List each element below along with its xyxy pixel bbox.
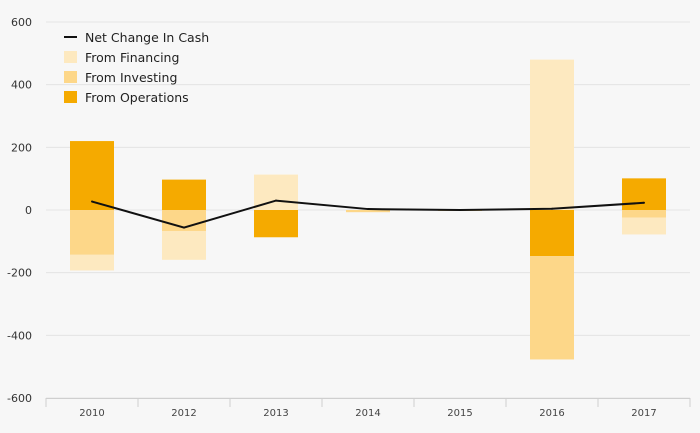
legend-item-net-change[interactable]: Net Change In Cash (64, 27, 209, 47)
bar-from-operations (530, 210, 574, 257)
bar-from-operations (70, 141, 114, 210)
bar-from-financing (162, 230, 206, 260)
legend-swatch-operations (64, 91, 77, 103)
bar-from-financing (530, 59, 574, 210)
legend-item-investing[interactable]: From Investing (64, 67, 209, 87)
y-tick-label: 600 (11, 16, 32, 29)
x-tick-label: 2012 (171, 408, 196, 419)
legend-item-operations[interactable]: From Operations (64, 87, 209, 107)
y-tick-label: 200 (11, 141, 32, 154)
y-tick-label: -400 (7, 329, 32, 342)
y-tick-label: 400 (11, 79, 32, 92)
legend-label-net-change: Net Change In Cash (85, 29, 210, 45)
legend-swatch-financing (64, 51, 77, 63)
x-tick-label: 2017 (631, 408, 656, 419)
net-change-point (459, 209, 461, 211)
x-tick-label: 2014 (355, 408, 380, 419)
legend-line-swatch (64, 36, 77, 38)
net-change-point (275, 199, 277, 202)
bar-from-operations (254, 210, 298, 238)
x-tick-label: 2016 (539, 408, 564, 419)
chart-legend: Net Change In Cash From Financing From I… (64, 27, 209, 107)
net-change-point (183, 226, 185, 229)
legend-label-investing: From Investing (85, 69, 178, 85)
y-tick-label: 0 (25, 204, 32, 217)
net-change-point (643, 201, 645, 204)
y-tick-label: -600 (7, 392, 32, 405)
bar-from-investing (70, 210, 114, 255)
bar-from-investing (622, 210, 666, 218)
legend-label-operations: From Operations (85, 89, 189, 105)
net-change-point (91, 200, 93, 203)
net-change-point (367, 208, 369, 211)
x-tick-label: 2013 (263, 408, 288, 419)
x-tick-label: 2010 (79, 408, 104, 419)
bar-from-operations (162, 179, 206, 210)
x-tick-label: 2015 (447, 408, 472, 419)
bar-from-operations (622, 178, 666, 210)
net-change-point (551, 207, 553, 210)
bar-from-investing (530, 256, 574, 360)
legend-label-financing: From Financing (85, 49, 180, 65)
legend-item-financing[interactable]: From Financing (64, 47, 209, 67)
bar-from-investing (162, 210, 206, 231)
bar-from-investing (346, 210, 390, 213)
legend-swatch-investing (64, 71, 77, 83)
bar-from-financing (70, 254, 114, 271)
bar-from-financing (622, 217, 666, 235)
y-tick-label: -200 (7, 267, 32, 280)
